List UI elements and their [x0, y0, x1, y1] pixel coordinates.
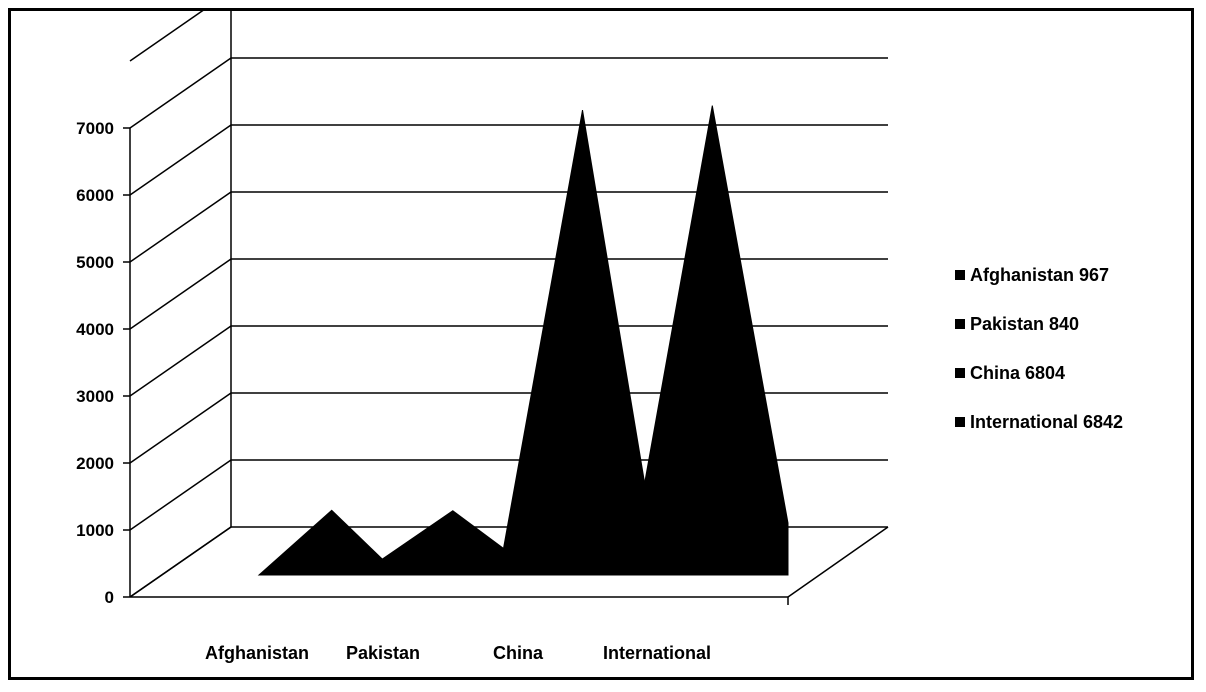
y-tick-label: 0: [105, 588, 114, 607]
gridline-side: [129, 11, 204, 62]
y-tick-label: 4000: [76, 320, 114, 339]
area-china: [500, 110, 659, 576]
gridline-side: [129, 526, 232, 598]
area-international: [629, 105, 789, 576]
gridline-side: [129, 459, 232, 531]
y-tick-label: 7000: [76, 119, 114, 138]
chart-canvas: 0 1000 2000 3000 4000 5000 6000 7000 Afghanista…: [76, 11, 1123, 663]
x-category-label: Pakistan: [346, 643, 420, 663]
y-tick-label: 2000: [76, 454, 114, 473]
gridline-side: [129, 258, 232, 330]
legend: Afghanistan 967 Pakistan 840 China 6804 Int…: [955, 265, 1123, 432]
x-category-label: International: [603, 643, 711, 663]
floor-right-edge: [787, 526, 889, 598]
x-category-label: Afghanistan: [205, 643, 309, 663]
legend-swatch: [955, 417, 965, 427]
chart-frame: 0 1000 2000 3000 4000 5000 6000 7000 Afghanista…: [8, 8, 1194, 680]
area-series: [257, 105, 789, 576]
x-category-labels: Afghanistan Pakistan China International: [205, 643, 711, 663]
y-tick-labels: 0 1000 2000 3000 4000 5000 6000 7000: [76, 119, 114, 607]
y-tick-label: 5000: [76, 253, 114, 272]
gridline-side: [129, 57, 232, 129]
legend-swatch: [955, 270, 965, 280]
legend-swatch: [955, 368, 965, 378]
legend-label: Pakistan 840: [970, 314, 1079, 334]
area-afghanistan: [257, 509, 401, 576]
gridline-side: [129, 325, 232, 397]
x-category-label: China: [493, 643, 544, 663]
legend-label: China 6804: [970, 363, 1065, 383]
y-tick-label: 3000: [76, 387, 114, 406]
gridline-side: [129, 124, 232, 196]
legend-label: International 6842: [970, 412, 1123, 432]
y-tick-label: 1000: [76, 521, 114, 540]
gridline-side: [129, 392, 232, 464]
legend-label: Afghanistan 967: [970, 265, 1109, 285]
gridline-side: [129, 191, 232, 263]
y-tick-label: 6000: [76, 186, 114, 205]
legend-swatch: [955, 319, 965, 329]
axes: [123, 127, 789, 605]
